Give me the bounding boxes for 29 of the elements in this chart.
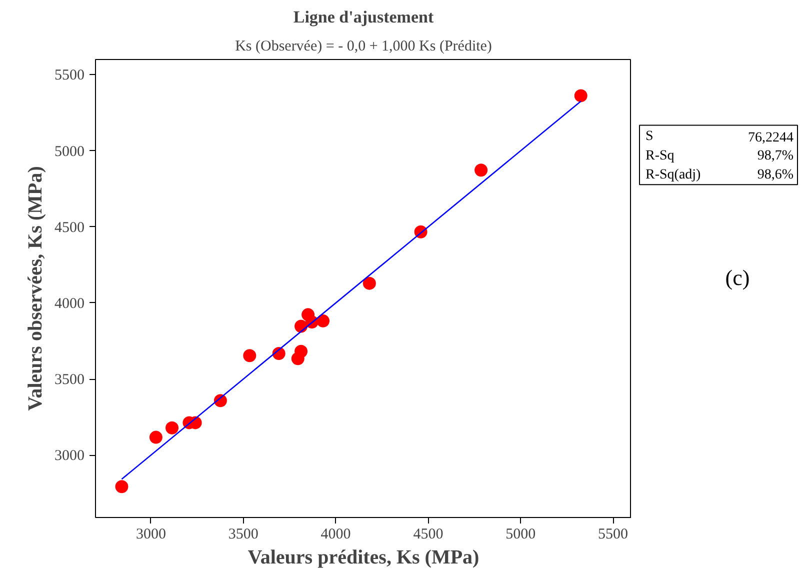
y-tick-label: 3500 [54,372,84,388]
point [166,421,179,434]
chart-subtitle: Ks (Observée) = - 0,0 + 1,000 Ks (Prédite) [235,38,492,54]
point [149,430,162,444]
x-axis-title: Valeurs prédites, Ks (MPa) [248,546,480,568]
y-tick-label: 5500 [54,68,84,84]
point [316,314,330,328]
x-tick-label: 5000 [506,526,536,542]
point [243,349,256,362]
text: (c) [725,265,750,290]
y-tick-label: 3000 [54,448,84,464]
point [362,276,376,290]
y-tick-label: 5000 [54,144,84,160]
point [474,164,488,177]
x-tick-label: 4500 [413,526,444,542]
chart-title: Ligne d'ajustement [293,8,434,26]
x-tick-label: 5500 [598,526,628,542]
y-tick-label: 4000 [54,296,84,312]
x-tick-label: 4000 [320,526,351,542]
point [574,89,588,102]
text: S 76,2244 [646,129,794,146]
point [115,480,128,494]
y-axis-title: Valeurs observées, Ks (MPa) [24,166,46,411]
text: R-Sq 98,7% [646,148,794,164]
y-tick-label: 4500 [54,220,84,236]
point [294,344,308,358]
text: R-Sq(adj) 98,6% [646,168,794,183]
x-tick-label: 3500 [228,526,258,542]
x-tick-label: 3000 [136,526,166,542]
